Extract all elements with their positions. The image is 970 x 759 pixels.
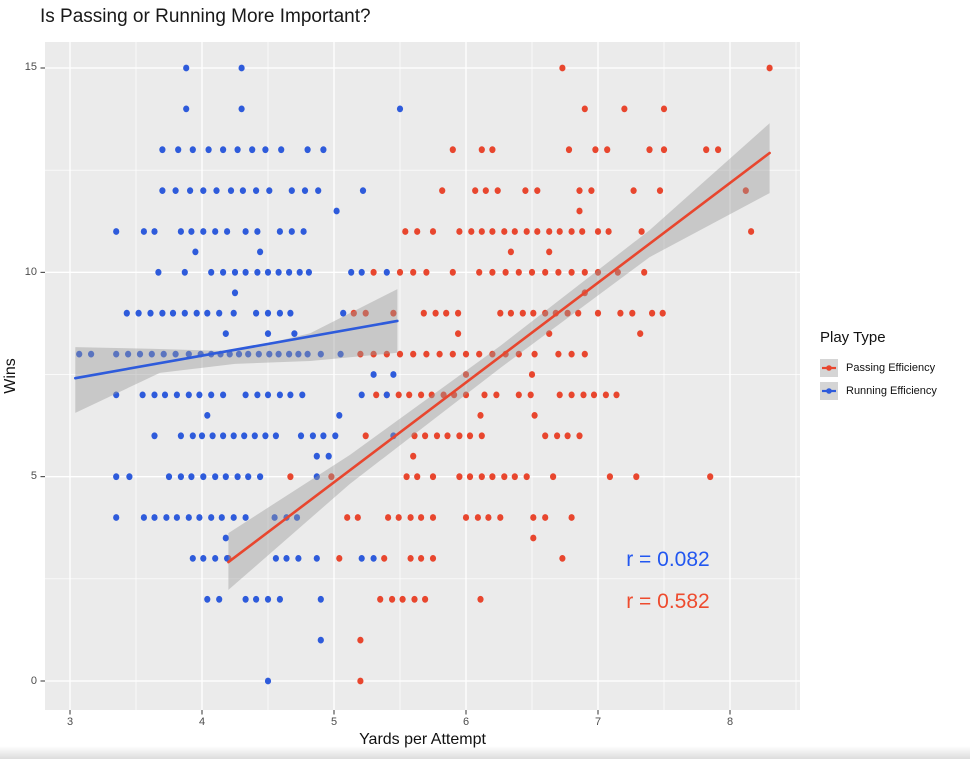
chart-title: Is Passing or Running More Important? bbox=[40, 6, 371, 27]
legend-entry-passing: Passing Efficiency bbox=[820, 359, 937, 377]
trend-line-passing bbox=[227, 151, 771, 564]
annotation-r-passing: r = 0.582 bbox=[626, 589, 710, 613]
y-tick-label: 15 bbox=[24, 61, 37, 74]
x-axis-title: Yards per Attempt bbox=[359, 731, 486, 748]
y-tick-label: 0 bbox=[30, 674, 37, 687]
axis-tick-marks bbox=[40, 67, 731, 715]
y-axis-title: Wins bbox=[2, 358, 19, 394]
legend: Play Type Passing Efficiency Running Eff… bbox=[820, 329, 937, 405]
legend-entry-running: Running Efficiency bbox=[820, 382, 937, 400]
legend-key-running-icon bbox=[820, 382, 838, 400]
x-tick-label: 6 bbox=[462, 716, 470, 728]
legend-title: Play Type bbox=[820, 329, 886, 346]
data-points-running bbox=[76, 64, 404, 685]
ci-band-running bbox=[75, 289, 398, 413]
window-bottom-edge bbox=[0, 746, 970, 759]
legend-label-running: Running Efficiency bbox=[846, 385, 937, 397]
x-tick-label: 4 bbox=[198, 716, 206, 728]
x-tick-label: 5 bbox=[330, 716, 338, 728]
data-layer bbox=[73, 64, 773, 685]
trend-line-running bbox=[73, 319, 399, 380]
x-tick-label: 8 bbox=[726, 716, 734, 728]
legend-key-passing-icon bbox=[820, 359, 838, 377]
legend-label-passing: Passing Efficiency bbox=[846, 362, 936, 374]
annotation-r-running: r = 0.082 bbox=[626, 547, 710, 571]
y-tick-label: 5 bbox=[30, 470, 37, 483]
gridlines bbox=[45, 42, 800, 710]
x-tick-label: 3 bbox=[66, 716, 74, 728]
y-tick-label: 10 bbox=[24, 265, 37, 278]
x-tick-label: 7 bbox=[594, 716, 602, 728]
